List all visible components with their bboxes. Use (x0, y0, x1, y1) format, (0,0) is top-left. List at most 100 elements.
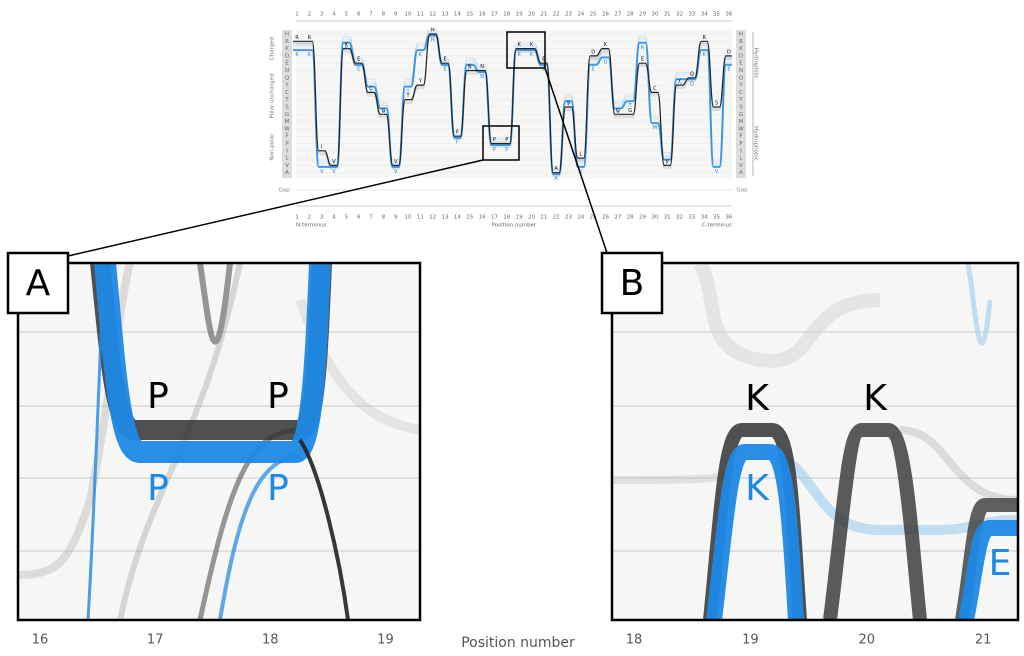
group-label: Non-polar (270, 133, 276, 161)
side-label: Hydrophilic (753, 48, 759, 79)
panel-frame (16, 261, 422, 622)
position-label: 30 (651, 215, 658, 221)
position-label: 35 (713, 12, 720, 18)
position-label: 7 (369, 12, 373, 18)
black-residue: E (357, 57, 360, 63)
residue-label: D (739, 53, 743, 59)
left-residue-strip (282, 30, 292, 178)
position-label: 19 (516, 12, 523, 18)
trace (823, 423, 927, 620)
black-residue: P (505, 137, 508, 143)
residue-label: C (739, 90, 743, 96)
position-label: 15 (466, 215, 473, 221)
position-label: 24 (577, 215, 584, 221)
blue-residue: R (641, 45, 645, 51)
position-label: 19 (516, 215, 523, 221)
black-residue: S (567, 101, 570, 107)
residue-label: G (285, 112, 289, 118)
trace (899, 426, 1018, 504)
black-residue: D (591, 49, 595, 55)
blue-residue: E (592, 67, 595, 73)
black-residue: V (665, 159, 669, 165)
position-label: 29 (639, 12, 646, 18)
position-label: 6 (357, 215, 361, 221)
blue-residue: Y (406, 89, 411, 95)
residue-label: M (285, 119, 290, 125)
zoom-connector-b (544, 67, 609, 257)
residue-label: V (285, 163, 289, 169)
black-residue: E (641, 57, 644, 63)
residue-letter: E (989, 543, 1012, 584)
residue-label: N (739, 68, 743, 74)
blue-residue: V (320, 169, 324, 175)
residue-letter: P (147, 376, 169, 417)
right-residue-strip (736, 30, 746, 178)
position-label: 17 (491, 215, 498, 221)
position-label: 35 (713, 215, 720, 221)
position-label: 29 (639, 215, 646, 221)
residue-label: P (739, 141, 743, 147)
position-label: 11 (417, 215, 424, 221)
black-residue: G (616, 108, 620, 114)
position-label: 13 (442, 215, 449, 221)
residue-label: N (285, 68, 289, 74)
position-label: 34 (701, 215, 708, 221)
position-label: 16 (479, 12, 486, 18)
position-label: 27 (614, 215, 621, 221)
overview-background (296, 30, 732, 178)
trace (958, 520, 1018, 620)
position-label: 36 (725, 12, 732, 18)
residue-label: R (285, 39, 289, 45)
residue-label: K (739, 46, 743, 52)
residue-letter: K (863, 378, 888, 419)
blue-residue: P (505, 147, 508, 153)
tick-label: 21 (975, 633, 992, 648)
residue-label: G (739, 112, 743, 118)
black-residue: C (653, 86, 657, 92)
black-residue: P (493, 137, 496, 143)
black-residue: I (321, 144, 322, 150)
position-label: 3 (320, 12, 324, 18)
position-label: 1 (295, 215, 299, 221)
black-residue: T (406, 93, 411, 99)
black-trace (293, 33, 732, 174)
position-label: 11 (417, 12, 424, 18)
residue-label: T (738, 97, 743, 103)
black-residue: K (517, 42, 521, 48)
blue-residue: E (542, 67, 545, 73)
trace (86, 263, 106, 620)
position-label: 9 (394, 215, 398, 221)
gap-label: Gap (278, 188, 290, 194)
panel-label-box (600, 251, 664, 315)
residue-label: H (285, 32, 289, 38)
position-label: 32 (676, 12, 683, 18)
position-label: 10 (405, 12, 412, 18)
residue-label: L (285, 156, 289, 162)
black-residue: L (579, 152, 582, 158)
blue-residue: M (653, 125, 657, 131)
residue-label: Q (739, 75, 744, 81)
panel-a: A 16 17 18 19 P P P P (6, 251, 422, 648)
tick-label: 17 (147, 633, 164, 648)
position-label: 23 (565, 215, 572, 221)
residue-label: W (284, 126, 290, 132)
residue-label: L (739, 156, 743, 162)
residue-label: E (739, 61, 743, 67)
panel-traces (612, 263, 1018, 620)
n-terminus: N-terminus (296, 223, 327, 229)
trace (197, 263, 233, 345)
position-label: 33 (688, 12, 695, 18)
position-label: 24 (577, 12, 584, 18)
position-label: 14 (454, 215, 461, 221)
blue-residue: D (604, 59, 608, 65)
black-residue: Y (418, 79, 423, 85)
panel-label: B (620, 263, 645, 304)
residue-letter: K (745, 378, 770, 419)
residue-label: D (285, 53, 289, 59)
trace (298, 438, 350, 620)
blue-residue: Y (369, 89, 374, 95)
residue-label: C (285, 90, 289, 96)
side-label: Hydrophobic (753, 126, 759, 161)
blue-residue: F (456, 140, 459, 146)
residue-label: F (739, 134, 742, 140)
